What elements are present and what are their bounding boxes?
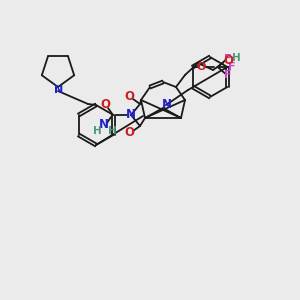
Text: O: O — [124, 91, 134, 103]
Text: O: O — [124, 127, 134, 140]
Text: F: F — [224, 70, 231, 80]
Text: H: H — [232, 53, 240, 63]
Text: N: N — [162, 98, 172, 110]
Text: O: O — [223, 53, 233, 67]
Text: H: H — [108, 126, 116, 136]
Text: H: H — [93, 126, 101, 136]
Text: N: N — [99, 118, 109, 130]
Text: N: N — [126, 109, 136, 122]
Text: N: N — [54, 85, 64, 95]
Text: O: O — [197, 62, 206, 72]
Text: O: O — [100, 98, 110, 112]
Text: F: F — [224, 54, 231, 64]
Text: F: F — [228, 62, 236, 72]
